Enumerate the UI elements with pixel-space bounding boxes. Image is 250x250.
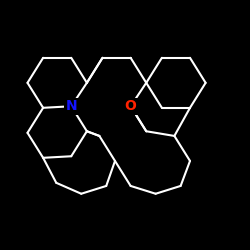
Text: N: N <box>66 99 77 113</box>
Text: O: O <box>125 99 136 113</box>
